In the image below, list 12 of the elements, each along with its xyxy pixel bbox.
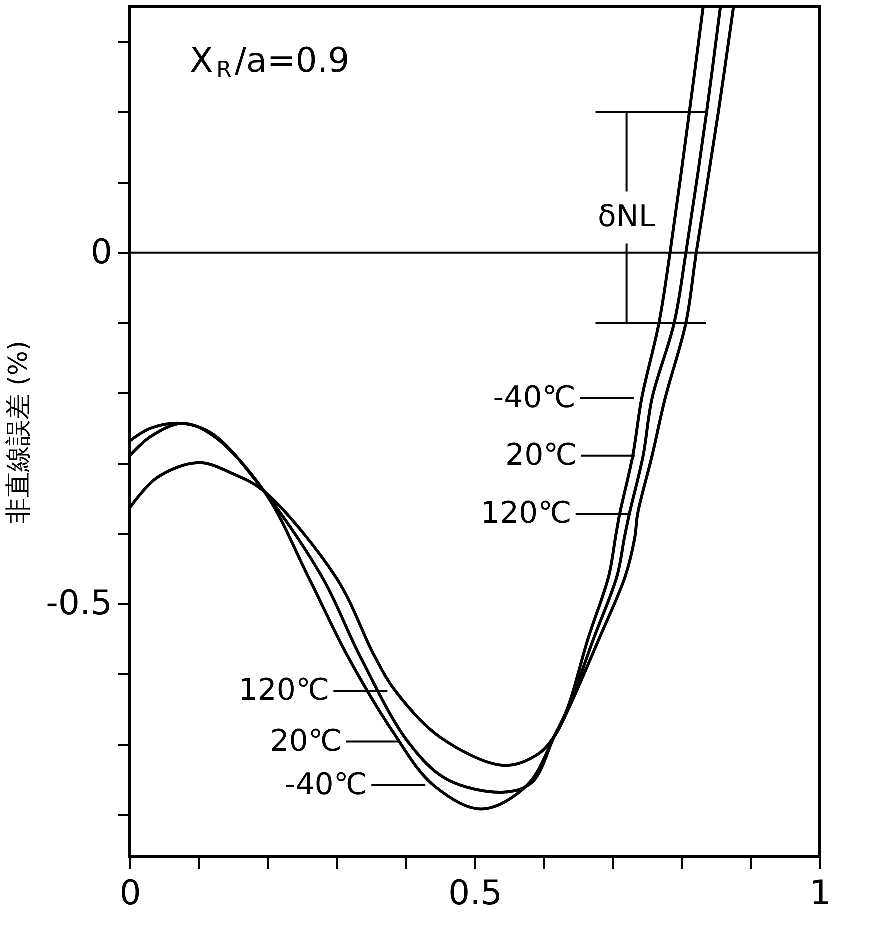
annotation: 120℃ [480,496,572,532]
annotation: 20℃ [505,438,578,473]
x-tick-label: 1 [810,874,832,914]
annotation: -40℃ [493,380,576,416]
x-tick-label: 0 [120,874,142,914]
annotation: δNL [598,200,656,235]
y-axis-title: 非直線誤差 (%) [4,340,34,524]
x-tick-label: 0.5 [448,874,503,914]
annotation: 20℃ [270,724,342,759]
y-tick-label: -0.5 [46,584,112,624]
annotation: 120℃ [238,673,330,708]
annotation: -40℃ [284,767,368,802]
